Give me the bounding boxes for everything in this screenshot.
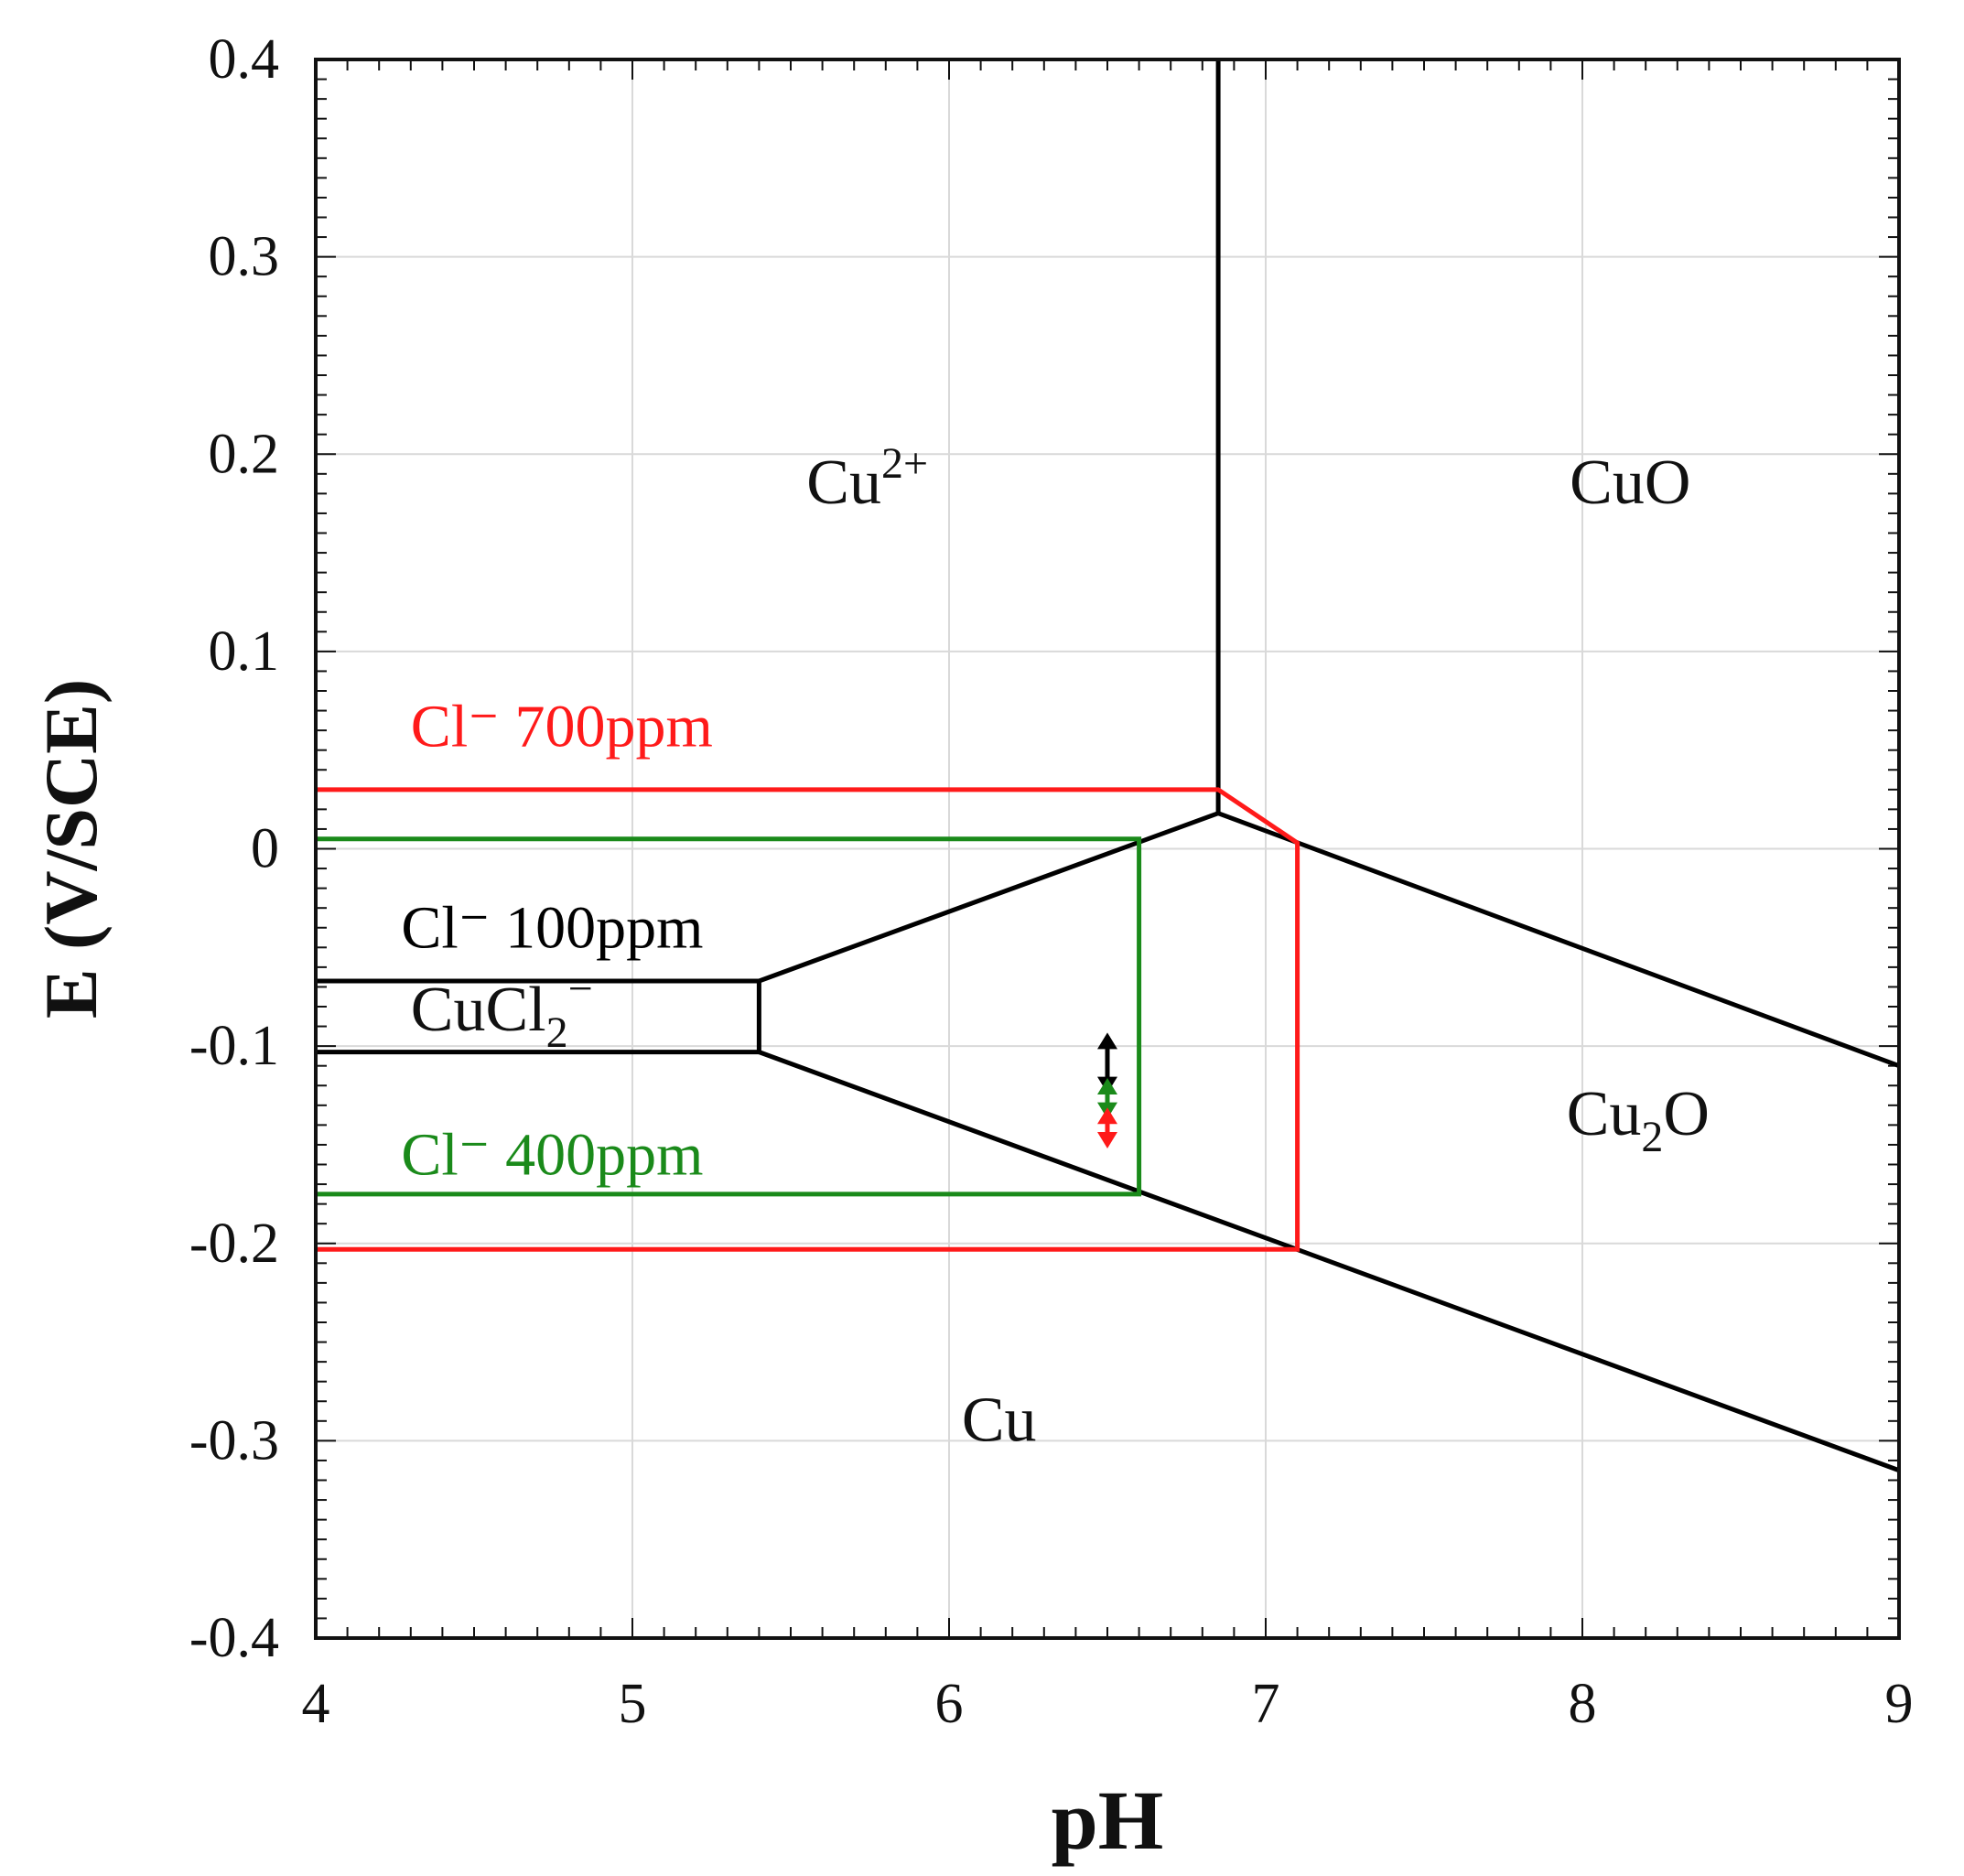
y-tick-label: 0.4 [209, 28, 280, 91]
cl-annotation: Cl⁻ 400ppm [401, 1121, 703, 1188]
region-label: Cu [962, 1385, 1037, 1455]
y-tick-label: -0.1 [189, 1015, 279, 1077]
region-label: CuCl2− [411, 965, 593, 1057]
x-tick-label: 5 [619, 1673, 647, 1735]
y-tick-label: 0.2 [209, 423, 280, 485]
region-label: CuO [1570, 447, 1690, 518]
annotation-labels: Cl⁻ 700ppm Cl⁻ 100ppm Cl⁻ 400ppm [401, 693, 712, 1188]
region-labels: Cu2+ CuO Cu2O Cu CuCl2− [411, 439, 1710, 1455]
y-tick-labels: 0.4 0.3 0.2 0.1 0 -0.1 -0.2 -0.3 -0.4 [189, 28, 279, 1669]
cl-annotation: Cl⁻ 100ppm [401, 894, 703, 961]
series-lines [316, 59, 1900, 1473]
y-tick-label: -0.2 [189, 1213, 279, 1275]
y-axis-title: E (V/SCE) [29, 679, 113, 1019]
marker-arrow-down [1097, 1131, 1117, 1148]
y-tick-label: 0.1 [209, 620, 280, 683]
y-tick-label: 0.3 [209, 226, 280, 288]
series-line [1217, 811, 1900, 1069]
y-tick-label: -0.4 [189, 1607, 279, 1669]
x-tick-label: 4 [302, 1673, 330, 1735]
range-markers [1097, 1032, 1117, 1148]
marker-arrow-up [1097, 1032, 1117, 1050]
cl-annotation: Cl⁻ 700ppm [411, 693, 713, 760]
region-label: Cu2O [1567, 1079, 1710, 1161]
x-tick-labels: 4 5 6 7 8 9 [302, 1673, 1914, 1735]
x-tick-label: 8 [1569, 1673, 1597, 1735]
x-tick-label: 6 [935, 1673, 964, 1735]
x-tick-label: 9 [1885, 1673, 1914, 1735]
marker-arrow-up [1097, 1077, 1117, 1094]
plot-frame [314, 58, 1901, 1640]
marker-arrow-up [1097, 1107, 1117, 1125]
x-axis-title: pH [1052, 1774, 1164, 1867]
series-line [758, 1050, 1900, 1473]
series-line [316, 787, 1300, 1252]
y-tick-label: 0 [251, 818, 279, 880]
grid [315, 59, 1900, 1639]
x-tick-label: 7 [1252, 1673, 1280, 1735]
series-line [316, 836, 1142, 1197]
series-line [758, 811, 1219, 984]
y-tick-label: -0.3 [189, 1409, 279, 1472]
region-label: Cu2+ [806, 439, 928, 518]
